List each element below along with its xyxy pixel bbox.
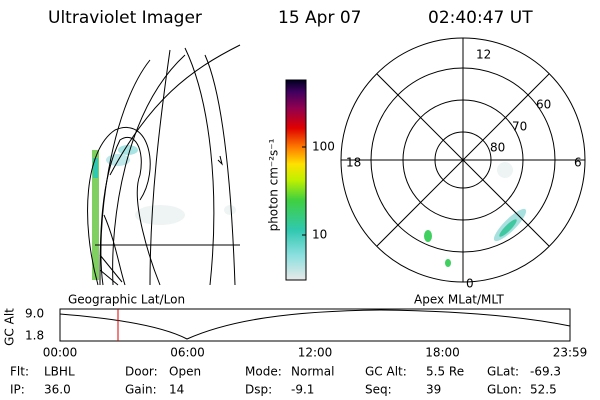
title: Ultraviolet Imager [48, 8, 202, 28]
field-value: LBHL [44, 365, 75, 379]
field-label: IP: [10, 383, 25, 397]
timeline-ylabel: GC Alt [3, 308, 17, 346]
footer: Flt: LBHL Door: Open Mode: Normal GC Alt: 5.5 R… [10, 365, 561, 397]
colorbar-tick: 10 [312, 228, 327, 242]
mlt-label: 12 [476, 48, 491, 62]
field-label: Dsp: [245, 383, 272, 397]
field-value: -69.3 [530, 365, 561, 379]
mlt-label: 0 [466, 277, 474, 291]
lat-label: 60 [536, 98, 551, 112]
polar-plot [340, 37, 586, 283]
y-tick-label: 9.0 [25, 307, 44, 321]
x-tick-label: 12:00 [298, 346, 333, 360]
field-value: Open [169, 365, 201, 379]
altitude-curve [59, 309, 571, 340]
time: 02:40:47 UT [428, 8, 533, 28]
mlt-label: 6 [574, 156, 582, 170]
x-tick-label: 23:59 [553, 346, 588, 360]
field-value: 5.5 Re [426, 365, 464, 379]
field-value: 39 [426, 383, 441, 397]
y-tick-label: 1.8 [25, 329, 44, 343]
x-tick-label: 00:00 [43, 346, 78, 360]
panel-label: Apex MLat/MLT [414, 293, 504, 307]
field-label: GC Alt: [365, 365, 407, 379]
x-tick-label: 18:00 [425, 346, 460, 360]
field-label: Door: [125, 365, 158, 379]
field-value: Normal [291, 365, 334, 379]
colorbar-label: photon cm⁻²s⁻¹ [267, 138, 281, 231]
colorbar-tick: 100 [312, 140, 335, 154]
date: 15 Apr 07 [278, 8, 361, 28]
timeline-frame [59, 308, 571, 342]
lat-label: 80 [490, 141, 505, 155]
x-ticks: 00:00 06:00 12:00 18:00 23:59 [43, 346, 588, 360]
geo-map [87, 44, 241, 286]
panel-label: Geographic Lat/Lon [68, 293, 185, 307]
x-tick-label: 06:00 [170, 346, 205, 360]
field-value: -9.1 [291, 383, 314, 397]
field-label: Seq: [365, 383, 392, 397]
lat-label: 70 [512, 120, 527, 134]
colorbar [285, 79, 307, 281]
field-value: 52.5 [530, 383, 557, 397]
field-value: 36.0 [44, 383, 71, 397]
field-label: Flt: [10, 365, 29, 379]
field-label: Gain: [125, 383, 157, 397]
field-value: 14 [169, 383, 184, 397]
field-label: GLon: [487, 383, 522, 397]
mlt-label: 18 [346, 156, 361, 170]
field-label: GLat: [487, 365, 519, 379]
field-label: Mode: [245, 365, 282, 379]
